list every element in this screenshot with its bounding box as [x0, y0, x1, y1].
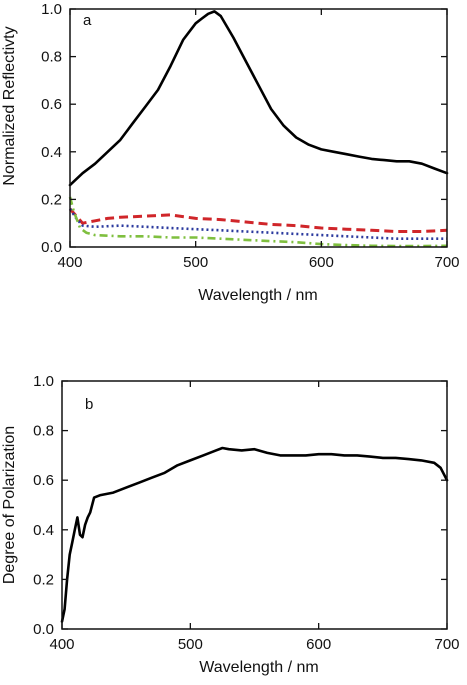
panel-b-y-tick-label: 0.8 [33, 423, 54, 440]
panel-a-y-tick-label: 0.6 [41, 96, 62, 113]
panel-a-y-tick-label: 1.0 [41, 1, 62, 18]
panel-a-series-blue-dotted-line [68, 208, 447, 240]
panel-a-y-tick-label: 0.8 [41, 49, 62, 66]
panel-a-series-green-dashdot-line [68, 196, 448, 248]
panel-b-series-black-solid-line [60, 446, 449, 623]
panel-a-x-axis-label: Wavelength / nm [198, 287, 317, 304]
panel-b-plot-area: 400 500 600 700 0.0 0.2 0.4 0.6 0.8 1.0 [33, 373, 459, 653]
panel-b-y-tick-label: 0.4 [33, 522, 54, 539]
panel-a-x-tick-label: 700 [434, 254, 459, 271]
panel-a-y-tick-label: 0.4 [41, 144, 62, 161]
panel-b-x-tick-label: 400 [49, 636, 74, 653]
panel-b-y-tick-label: 0.2 [33, 571, 54, 588]
panel-b-y-tick-label: 0.0 [33, 621, 54, 638]
panel-b-x-axis-label: Wavelength / nm [199, 659, 318, 676]
panel-b-plot-frame [61, 380, 448, 630]
panel-a-plot-frame [69, 8, 448, 248]
panel-a-series-red-dashed-line [68, 207, 448, 233]
panel-b-y-tick-label: 0.6 [33, 472, 54, 489]
panel-b-x-tick-label: 700 [434, 636, 459, 653]
panel-b-x-tick-label: 600 [306, 636, 331, 653]
panel-b-y-tick-label: 1.0 [33, 373, 54, 390]
panel-a-x-tick-label: 500 [183, 254, 208, 271]
panel-a-chart: 400 500 600 700 0.0 0.2 0.4 0.6 0.8 1.0 a Wavelen… [1, 1, 460, 304]
panel-b-y-axis-label: Degree of Polarization [1, 426, 18, 584]
panel-a-x-tick-label: 400 [57, 254, 82, 271]
panel-a-y-axis-label: Normalized Reflectivty [1, 26, 18, 185]
panel-a-letter: a [83, 12, 92, 29]
panel-b-letter: b [85, 396, 93, 413]
panel-a-series-black-solid-line [68, 10, 449, 187]
panel-a-x-tick-label: 600 [309, 254, 334, 271]
panel-b-chart: 400 500 600 700 0.0 0.2 0.4 0.6 0.8 1.0 b Wavelen… [1, 373, 460, 676]
panel-b-x-tick-label: 500 [178, 636, 203, 653]
panel-a-y-tick-label: 0.0 [41, 239, 62, 256]
panel-a-plot-area: 400 500 600 700 0.0 0.2 0.4 0.6 0.8 1.0 [41, 1, 459, 271]
panel-a-y-tick-label: 0.2 [41, 191, 62, 208]
